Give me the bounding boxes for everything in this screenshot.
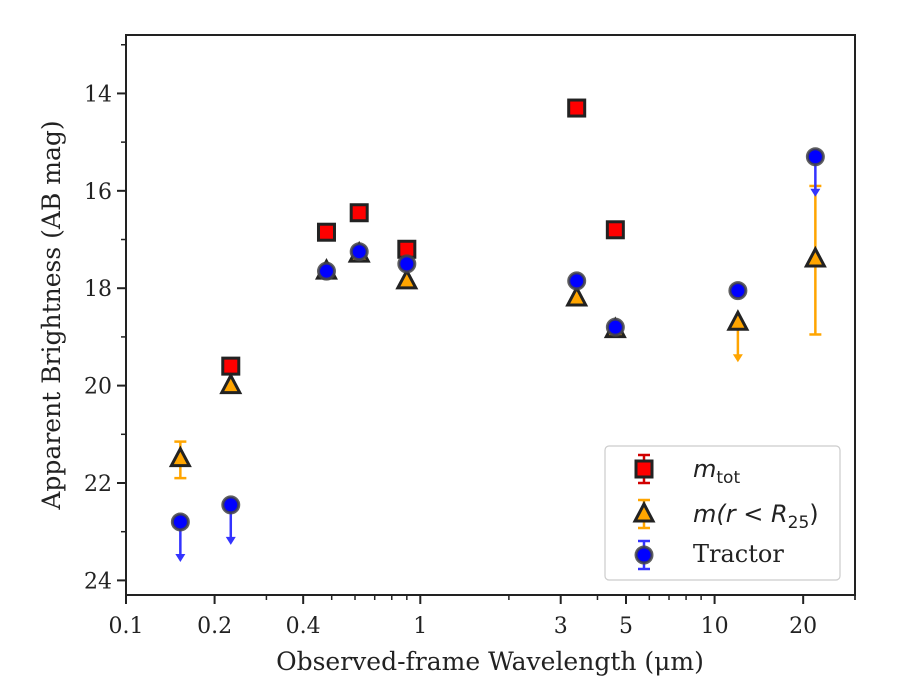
y-tick-label: 20: [84, 375, 112, 400]
point-tractor: [397, 254, 417, 274]
x-tick-label: 10: [701, 614, 729, 639]
y-axis-ticks: 14 16 18 20 22 24: [84, 43, 126, 594]
legend-mtot-sub: tot: [716, 468, 740, 488]
legend-marker-mtot: [634, 459, 654, 479]
series-tractor: [170, 147, 825, 562]
point-mr25: [395, 267, 419, 290]
y-tick-label: 24: [84, 569, 112, 594]
point-mtot: [605, 220, 625, 240]
legend-marker-mr25: [632, 500, 656, 523]
upper-limit-arrow-head: [175, 553, 186, 562]
point-tractor: [567, 271, 587, 291]
point-tractor: [605, 317, 625, 337]
point-mr25: [219, 372, 243, 395]
series-mtot: [221, 98, 625, 376]
y-tick-label: 22: [84, 472, 112, 497]
point-mtot: [567, 98, 587, 118]
y-tick-label: 18: [84, 277, 112, 302]
upper-limit-arrow-head: [225, 536, 236, 545]
x-tick-label: 20: [789, 614, 817, 639]
point-tractor: [221, 495, 241, 515]
legend-marker-tractor: [634, 545, 654, 565]
point-tractor: [316, 261, 336, 281]
x-tick-label: 0.2: [197, 614, 232, 639]
point-tractor: [805, 147, 825, 167]
x-tick-label: 5: [619, 614, 633, 639]
legend-label-tractor: Tractor: [693, 540, 784, 568]
legend-mr25-main: m(r < R: [693, 500, 788, 528]
legend-label-mr25: m(r < R25): [693, 500, 819, 533]
data-marks: [168, 98, 827, 562]
point-tractor: [170, 512, 190, 532]
x-axis-label: Observed-frame Wavelength (μm): [276, 647, 704, 676]
point-mr25: [168, 445, 192, 468]
legend-frame: [604, 445, 841, 581]
point-mtot: [221, 356, 241, 376]
legend-mr25-sub: 25: [788, 513, 810, 533]
upper-limit-arrow-head: [810, 188, 821, 197]
x-tick-label: 1: [413, 614, 427, 639]
x-tick-label: 0.4: [286, 614, 321, 639]
point-mtot: [349, 203, 369, 223]
point-mtot: [316, 222, 336, 242]
plot-frame: [125, 34, 856, 596]
point-tractor: [728, 281, 748, 301]
legend: mtot m(r < R25) Tractor: [604, 445, 841, 581]
x-axis-ticks: 0.1 0.2 0.4 1 3 5 10 20: [109, 595, 856, 639]
legend-mr25-tail: ): [809, 500, 818, 528]
point-mr25: [565, 284, 589, 307]
y-tick-label: 14: [84, 82, 112, 107]
legend-label-mtot: mtot: [693, 455, 740, 488]
point-mr25: [726, 309, 750, 331]
y-axis-label: Apparent Brightness (AB mag): [37, 120, 66, 510]
point-mr25: [803, 245, 827, 268]
x-tick-label: 3: [554, 614, 568, 639]
point-tractor: [349, 242, 369, 262]
legend-mtot-main: m: [693, 455, 716, 483]
x-tick-label: 0.1: [109, 614, 144, 639]
upper-limit-arrow-head: [732, 354, 743, 363]
legend-markers: [632, 453, 656, 571]
y-tick-label: 16: [84, 180, 112, 205]
